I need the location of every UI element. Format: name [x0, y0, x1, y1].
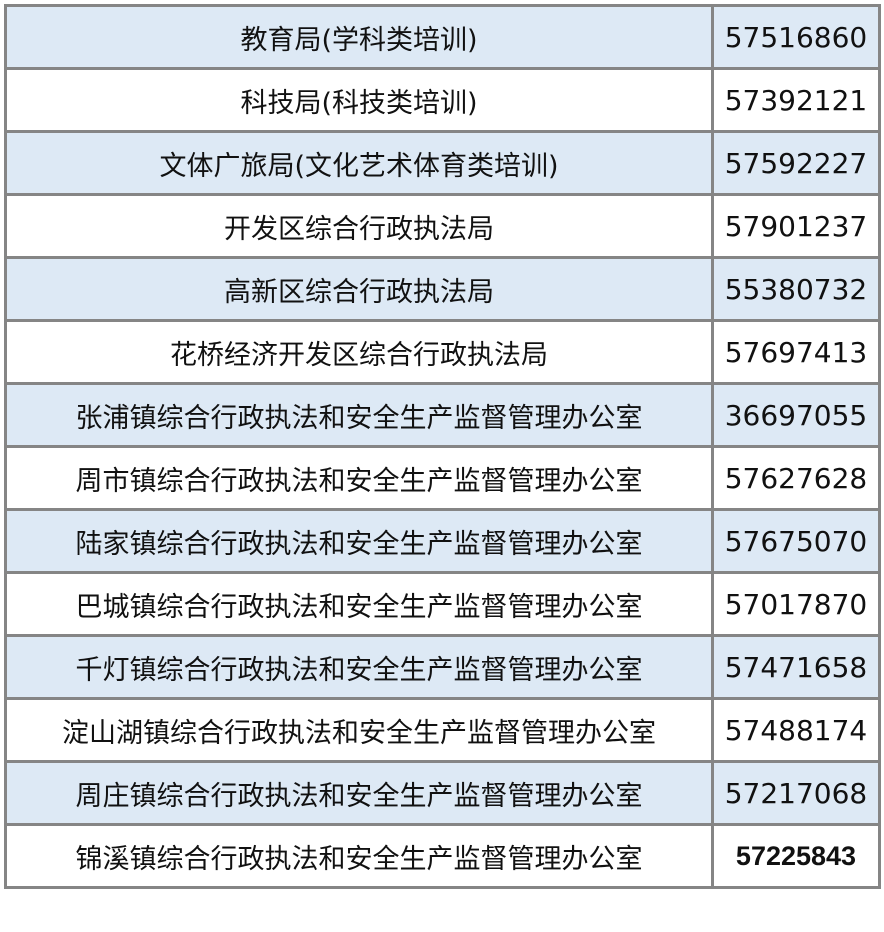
phone-number-cell: 57488174	[711, 697, 881, 763]
table-row: 周庄镇综合行政执法和安全生产监督管理办公室 57217068	[4, 760, 881, 826]
department-name-cell: 周市镇综合行政执法和安全生产监督管理办公室	[4, 445, 714, 511]
department-name-cell: 文体广旅局(文化艺术体育类培训)	[4, 130, 714, 196]
phone-number-cell: 57901237	[711, 193, 881, 259]
phone-number-cell: 57627628	[711, 445, 881, 511]
phone-number-cell: 57017870	[711, 571, 881, 637]
table-row: 巴城镇综合行政执法和安全生产监督管理办公室 57017870	[4, 571, 881, 637]
table-row: 张浦镇综合行政执法和安全生产监督管理办公室 36697055	[4, 382, 881, 448]
department-name-cell: 张浦镇综合行政执法和安全生产监督管理办公室	[4, 382, 714, 448]
contact-table: 教育局(学科类培训) 57516860 科技局(科技类培训) 57392121 文体广旅…	[4, 4, 881, 889]
table-row: 锦溪镇综合行政执法和安全生产监督管理办公室 57225843	[4, 823, 881, 889]
phone-number-cell: 57697413	[711, 319, 881, 385]
department-name-cell: 淀山湖镇综合行政执法和安全生产监督管理办公室	[4, 697, 714, 763]
phone-number-cell: 55380732	[711, 256, 881, 322]
table-row: 教育局(学科类培训) 57516860	[4, 4, 881, 70]
table-row: 淀山湖镇综合行政执法和安全生产监督管理办公室 57488174	[4, 697, 881, 763]
department-name-cell: 教育局(学科类培训)	[4, 4, 714, 70]
department-name-cell: 巴城镇综合行政执法和安全生产监督管理办公室	[4, 571, 714, 637]
department-name-cell: 周庄镇综合行政执法和安全生产监督管理办公室	[4, 760, 714, 826]
phone-number-cell: 57592227	[711, 130, 881, 196]
table-row: 千灯镇综合行政执法和安全生产监督管理办公室 57471658	[4, 634, 881, 700]
phone-number-cell: 57675070	[711, 508, 881, 574]
department-name-cell: 锦溪镇综合行政执法和安全生产监督管理办公室	[4, 823, 714, 889]
phone-number-cell: 57217068	[711, 760, 881, 826]
table-row: 文体广旅局(文化艺术体育类培训) 57592227	[4, 130, 881, 196]
phone-number-cell: 57471658	[711, 634, 881, 700]
table-row: 开发区综合行政执法局 57901237	[4, 193, 881, 259]
table-row: 陆家镇综合行政执法和安全生产监督管理办公室 57675070	[4, 508, 881, 574]
department-name-cell: 科技局(科技类培训)	[4, 67, 714, 133]
department-name-cell: 花桥经济开发区综合行政执法局	[4, 319, 714, 385]
table-row: 科技局(科技类培训) 57392121	[4, 67, 881, 133]
department-name-cell: 千灯镇综合行政执法和安全生产监督管理办公室	[4, 634, 714, 700]
department-name-cell: 高新区综合行政执法局	[4, 256, 714, 322]
table-row: 高新区综合行政执法局 55380732	[4, 256, 881, 322]
contact-table-body: 教育局(学科类培训) 57516860 科技局(科技类培训) 57392121 文体广旅…	[4, 4, 881, 889]
phone-number-cell: 36697055	[711, 382, 881, 448]
department-name-cell: 陆家镇综合行政执法和安全生产监督管理办公室	[4, 508, 714, 574]
phone-number-cell: 57225843	[711, 823, 881, 889]
department-name-cell: 开发区综合行政执法局	[4, 193, 714, 259]
phone-number-cell: 57392121	[711, 67, 881, 133]
table-row: 周市镇综合行政执法和安全生产监督管理办公室 57627628	[4, 445, 881, 511]
table-row: 花桥经济开发区综合行政执法局 57697413	[4, 319, 881, 385]
phone-number-cell: 57516860	[711, 4, 881, 70]
